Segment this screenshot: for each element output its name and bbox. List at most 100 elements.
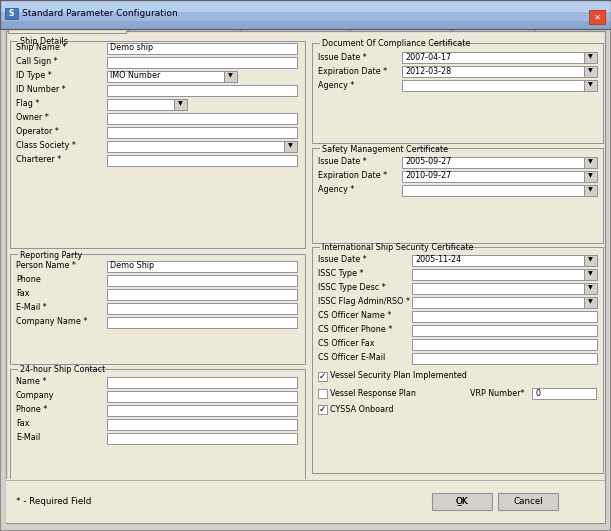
Bar bbox=[584, 282, 597, 294]
Text: Operator *: Operator * bbox=[16, 127, 59, 136]
Text: Company Name *: Company Name * bbox=[16, 318, 87, 327]
Bar bbox=[584, 170, 597, 182]
Text: Call Sign *: Call Sign * bbox=[16, 57, 57, 66]
Bar bbox=[498, 492, 558, 510]
Text: ISSC Type *: ISSC Type * bbox=[318, 270, 364, 278]
Text: Document Type: Document Type bbox=[464, 18, 523, 27]
Text: ID Number *: ID Number * bbox=[16, 85, 66, 95]
Bar bbox=[589, 10, 605, 24]
Bar bbox=[452, 13, 535, 31]
Text: Safety Management Certificate: Safety Management Certificate bbox=[322, 144, 448, 153]
Bar bbox=[128, 13, 238, 31]
Text: ▼: ▼ bbox=[588, 82, 593, 88]
Bar bbox=[402, 184, 597, 195]
Text: 2010-09-27: 2010-09-27 bbox=[405, 172, 452, 181]
Bar bbox=[18, 251, 70, 259]
Bar bbox=[107, 98, 187, 109]
Text: Name *: Name * bbox=[16, 378, 46, 387]
Text: VRP Number*: VRP Number* bbox=[470, 389, 525, 398]
Bar bbox=[107, 405, 297, 415]
Text: Vessel Security Plan Implemented: Vessel Security Plan Implemented bbox=[330, 372, 467, 381]
Bar bbox=[402, 80, 597, 90]
Text: ▼: ▼ bbox=[588, 68, 593, 73]
Bar bbox=[107, 316, 297, 328]
Bar bbox=[412, 254, 597, 266]
Text: ISSC Type Desc *: ISSC Type Desc * bbox=[318, 284, 386, 293]
Bar bbox=[107, 141, 297, 151]
Text: ISSC Flag Admin/RSO *: ISSC Flag Admin/RSO * bbox=[318, 297, 410, 306]
Text: Phone: Phone bbox=[16, 276, 41, 285]
Bar bbox=[6, 479, 605, 523]
Text: S: S bbox=[9, 9, 14, 18]
Text: ▼: ▼ bbox=[588, 271, 593, 277]
Bar bbox=[318, 405, 327, 414]
Bar bbox=[107, 56, 297, 67]
Text: ▼: ▼ bbox=[588, 159, 593, 165]
Bar bbox=[318, 389, 327, 398]
Bar bbox=[0, 21, 611, 29]
Bar bbox=[240, 13, 348, 31]
Text: CS Officer Fax: CS Officer Fax bbox=[318, 339, 375, 348]
Bar bbox=[402, 65, 597, 76]
Text: Agency *: Agency * bbox=[318, 185, 354, 194]
Text: International Ship Security Certificate: International Ship Security Certificate bbox=[322, 244, 474, 253]
Text: Expiration Date *: Expiration Date * bbox=[318, 66, 387, 75]
Bar bbox=[412, 269, 597, 279]
Text: Fax: Fax bbox=[16, 419, 29, 429]
Text: ▼: ▼ bbox=[228, 73, 233, 79]
Bar bbox=[107, 155, 297, 166]
Bar bbox=[584, 52, 597, 63]
Bar bbox=[432, 492, 492, 510]
Bar bbox=[18, 38, 60, 46]
Bar bbox=[107, 42, 297, 54]
Bar bbox=[318, 372, 327, 381]
Text: CYSSA Onboard: CYSSA Onboard bbox=[330, 405, 393, 414]
Text: Harbours/Ports Setup: Harbours/Ports Setup bbox=[142, 18, 224, 27]
Bar bbox=[6, 480, 605, 481]
Bar bbox=[312, 247, 603, 473]
Text: Crew Position Setup: Crew Position Setup bbox=[256, 18, 332, 27]
Text: Issue Date *: Issue Date * bbox=[318, 53, 367, 62]
Bar bbox=[107, 71, 237, 81]
Text: ▼: ▼ bbox=[288, 143, 293, 149]
Text: Vessel Response Plan: Vessel Response Plan bbox=[330, 389, 416, 398]
Text: Ship Details: Ship Details bbox=[20, 38, 68, 47]
Bar bbox=[412, 282, 597, 294]
Bar bbox=[584, 80, 597, 90]
Text: Person Name *: Person Name * bbox=[16, 261, 76, 270]
Text: Charterer *: Charterer * bbox=[16, 156, 61, 165]
Text: ID Type *: ID Type * bbox=[16, 72, 52, 81]
Text: 2005-09-27: 2005-09-27 bbox=[405, 158, 452, 167]
Bar bbox=[8, 13, 126, 33]
Text: Document Of Compliance Certificate: Document Of Compliance Certificate bbox=[322, 39, 470, 48]
Text: Standard Parameter Configuration: Standard Parameter Configuration bbox=[22, 10, 178, 19]
Text: O̲K: O̲K bbox=[456, 496, 468, 506]
Text: Company: Company bbox=[16, 391, 54, 400]
Text: ✕: ✕ bbox=[593, 13, 601, 21]
Text: CS Officer Name *: CS Officer Name * bbox=[318, 312, 392, 321]
Text: 24-hour Ship Contact: 24-hour Ship Contact bbox=[20, 365, 105, 374]
Text: ▼: ▼ bbox=[588, 174, 593, 178]
Text: ▼: ▼ bbox=[588, 55, 593, 59]
Bar bbox=[107, 288, 297, 299]
Bar bbox=[584, 184, 597, 195]
Text: ▼: ▼ bbox=[178, 101, 183, 107]
Bar bbox=[532, 388, 596, 398]
Text: ✓: ✓ bbox=[319, 372, 326, 381]
Bar bbox=[412, 353, 597, 364]
Text: Submission Setup: Submission Setup bbox=[366, 18, 434, 27]
Bar bbox=[18, 366, 86, 374]
Bar bbox=[107, 433, 297, 443]
Text: Phone *: Phone * bbox=[16, 406, 47, 415]
Text: Flag *: Flag * bbox=[16, 99, 39, 108]
Text: Fax: Fax bbox=[16, 289, 29, 298]
Text: ▼: ▼ bbox=[588, 299, 593, 304]
Text: Cancel: Cancel bbox=[513, 496, 543, 506]
Text: ▼: ▼ bbox=[588, 187, 593, 193]
Text: ✓: ✓ bbox=[319, 405, 326, 414]
Bar bbox=[10, 369, 305, 516]
Bar bbox=[350, 13, 450, 31]
Bar bbox=[107, 126, 297, 138]
Text: Ship Name *: Ship Name * bbox=[16, 44, 67, 53]
Bar bbox=[0, 12, 611, 21]
